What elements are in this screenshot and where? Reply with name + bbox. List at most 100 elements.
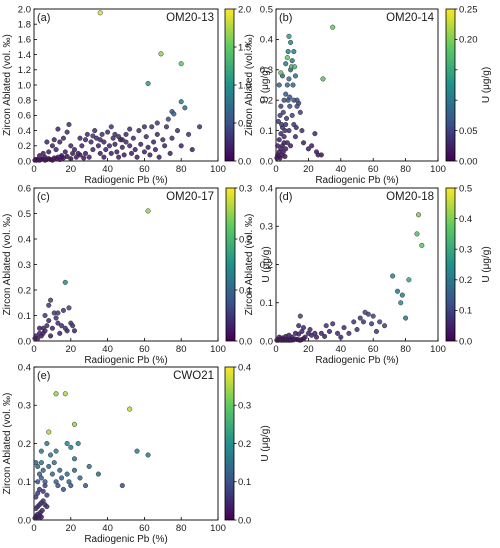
data-point (123, 131, 129, 137)
data-point (127, 406, 133, 412)
x-axis-label: Radiogenic Pb (%) (315, 175, 398, 186)
x-axis-label: Radiogenic Pb (%) (84, 534, 167, 545)
colorbar (445, 8, 456, 162)
sample-name: OM20-14 (386, 12, 435, 24)
colorbar (224, 366, 235, 521)
colorbar-label: U (μg/g) (481, 246, 492, 282)
data-point (398, 300, 404, 306)
colorbar-tick-label: 0.0 (459, 336, 472, 347)
data-point (62, 325, 68, 331)
data-point (130, 135, 136, 141)
data-point (312, 330, 318, 336)
panel-1: 0 20 40 60 80 100 0.0 0.1 0.2 0.3 0.4 0.5 Radiogenic… (244, 4, 492, 186)
colorbar-tick-label: 0.2 (239, 234, 252, 245)
x-tick-label: 40 (336, 164, 347, 175)
y-tick-label: 0.3 (18, 401, 31, 412)
data-point (403, 315, 409, 321)
x-tick-label: 40 (336, 344, 347, 355)
data-point (55, 126, 61, 132)
colorbar-tick-label: 0.0 (239, 336, 252, 347)
data-point (275, 118, 281, 125)
data-point (341, 325, 347, 331)
data-point (94, 135, 100, 141)
y-tick-label: 0.4 (18, 362, 31, 373)
colorbar (224, 8, 235, 162)
data-point (278, 131, 284, 137)
data-point (296, 323, 302, 329)
data-point (46, 429, 52, 435)
data-point (297, 109, 303, 115)
data-point (278, 70, 284, 76)
y-axis-label: Zircon Ablated (vol. ‰) (2, 393, 13, 495)
data-point (51, 137, 57, 143)
y-tick-label: 0.1 (260, 126, 273, 137)
colorbar-tick-label: 0.5 (238, 118, 251, 129)
data-point (330, 24, 336, 30)
data-point (46, 318, 52, 324)
data-point (152, 147, 158, 153)
data-point (288, 39, 294, 45)
plot-area (275, 187, 439, 342)
data-point (86, 463, 92, 470)
y-tick-label: 1.4 (18, 50, 31, 61)
data-point (66, 121, 72, 128)
data-point (82, 483, 89, 489)
data-point (346, 330, 352, 336)
x-tick-label: 40 (102, 344, 113, 355)
x-tick-label: 0 (31, 523, 36, 534)
data-point (49, 325, 55, 331)
x-tick-label: 60 (139, 344, 150, 355)
data-point (291, 49, 297, 55)
data-point (390, 273, 396, 279)
data-point (53, 391, 59, 397)
data-point (283, 91, 289, 97)
y-tick-label: 0.0 (18, 336, 31, 347)
data-point (38, 475, 44, 481)
colorbar-tick-label: 0.1 (238, 477, 251, 488)
data-point (35, 463, 41, 470)
y-tick-label: 0.2 (260, 96, 273, 107)
x-axis-label: Radiogenic Pb (%) (315, 355, 398, 366)
data-point (46, 463, 52, 470)
y-tick-label: 0.0 (260, 156, 273, 167)
x-tick-label: 20 (303, 164, 314, 175)
colorbar-tick-label: 0.1 (459, 306, 472, 317)
data-point (112, 141, 118, 147)
data-point (101, 154, 107, 160)
plot-area (33, 366, 219, 521)
colorbar-tick-label: 0.2 (238, 439, 251, 450)
panel-2: 0 20 40 60 80 100 0.0 0.1 0.2 0.3 0.4 0.5 0.6 Radioge… (2, 183, 272, 366)
y-axis-label: Zircon Ablated (vol. ‰) (2, 214, 13, 316)
data-point (53, 448, 59, 454)
colorbar-tick-label: 0.3 (238, 401, 251, 412)
y-tick-label: 0.0 (18, 156, 31, 167)
data-point (189, 147, 195, 153)
data-point (305, 146, 311, 152)
data-point (283, 61, 289, 67)
data-point (62, 149, 68, 155)
panel-0: 0 20 40 60 80 100 0.0 0.2 0.4 0.6 0.8 1.0 1.2 1.4 1.6 1… (2, 4, 271, 186)
y-tick-label: 0.4 (18, 234, 31, 245)
x-tick-label: 0 (273, 344, 278, 355)
data-point (357, 315, 363, 321)
data-point (178, 143, 184, 149)
y-tick-label: 0.2 (260, 260, 273, 271)
data-point (136, 128, 142, 134)
data-point (40, 498, 46, 504)
data-point (197, 124, 203, 130)
data-point (275, 143, 281, 149)
data-point (377, 319, 383, 325)
colorbar-label: U (μg/g) (481, 67, 492, 103)
data-point (312, 131, 318, 137)
data-point (60, 307, 66, 313)
colorbar-tick-label: 0.0 (238, 515, 251, 526)
data-point (71, 147, 78, 153)
data-point (121, 152, 127, 158)
data-point (127, 143, 133, 149)
data-point (169, 135, 175, 141)
data-point (53, 147, 59, 153)
data-point (46, 149, 52, 155)
data-point (182, 105, 188, 111)
data-point (178, 99, 184, 105)
data-point (119, 483, 125, 489)
